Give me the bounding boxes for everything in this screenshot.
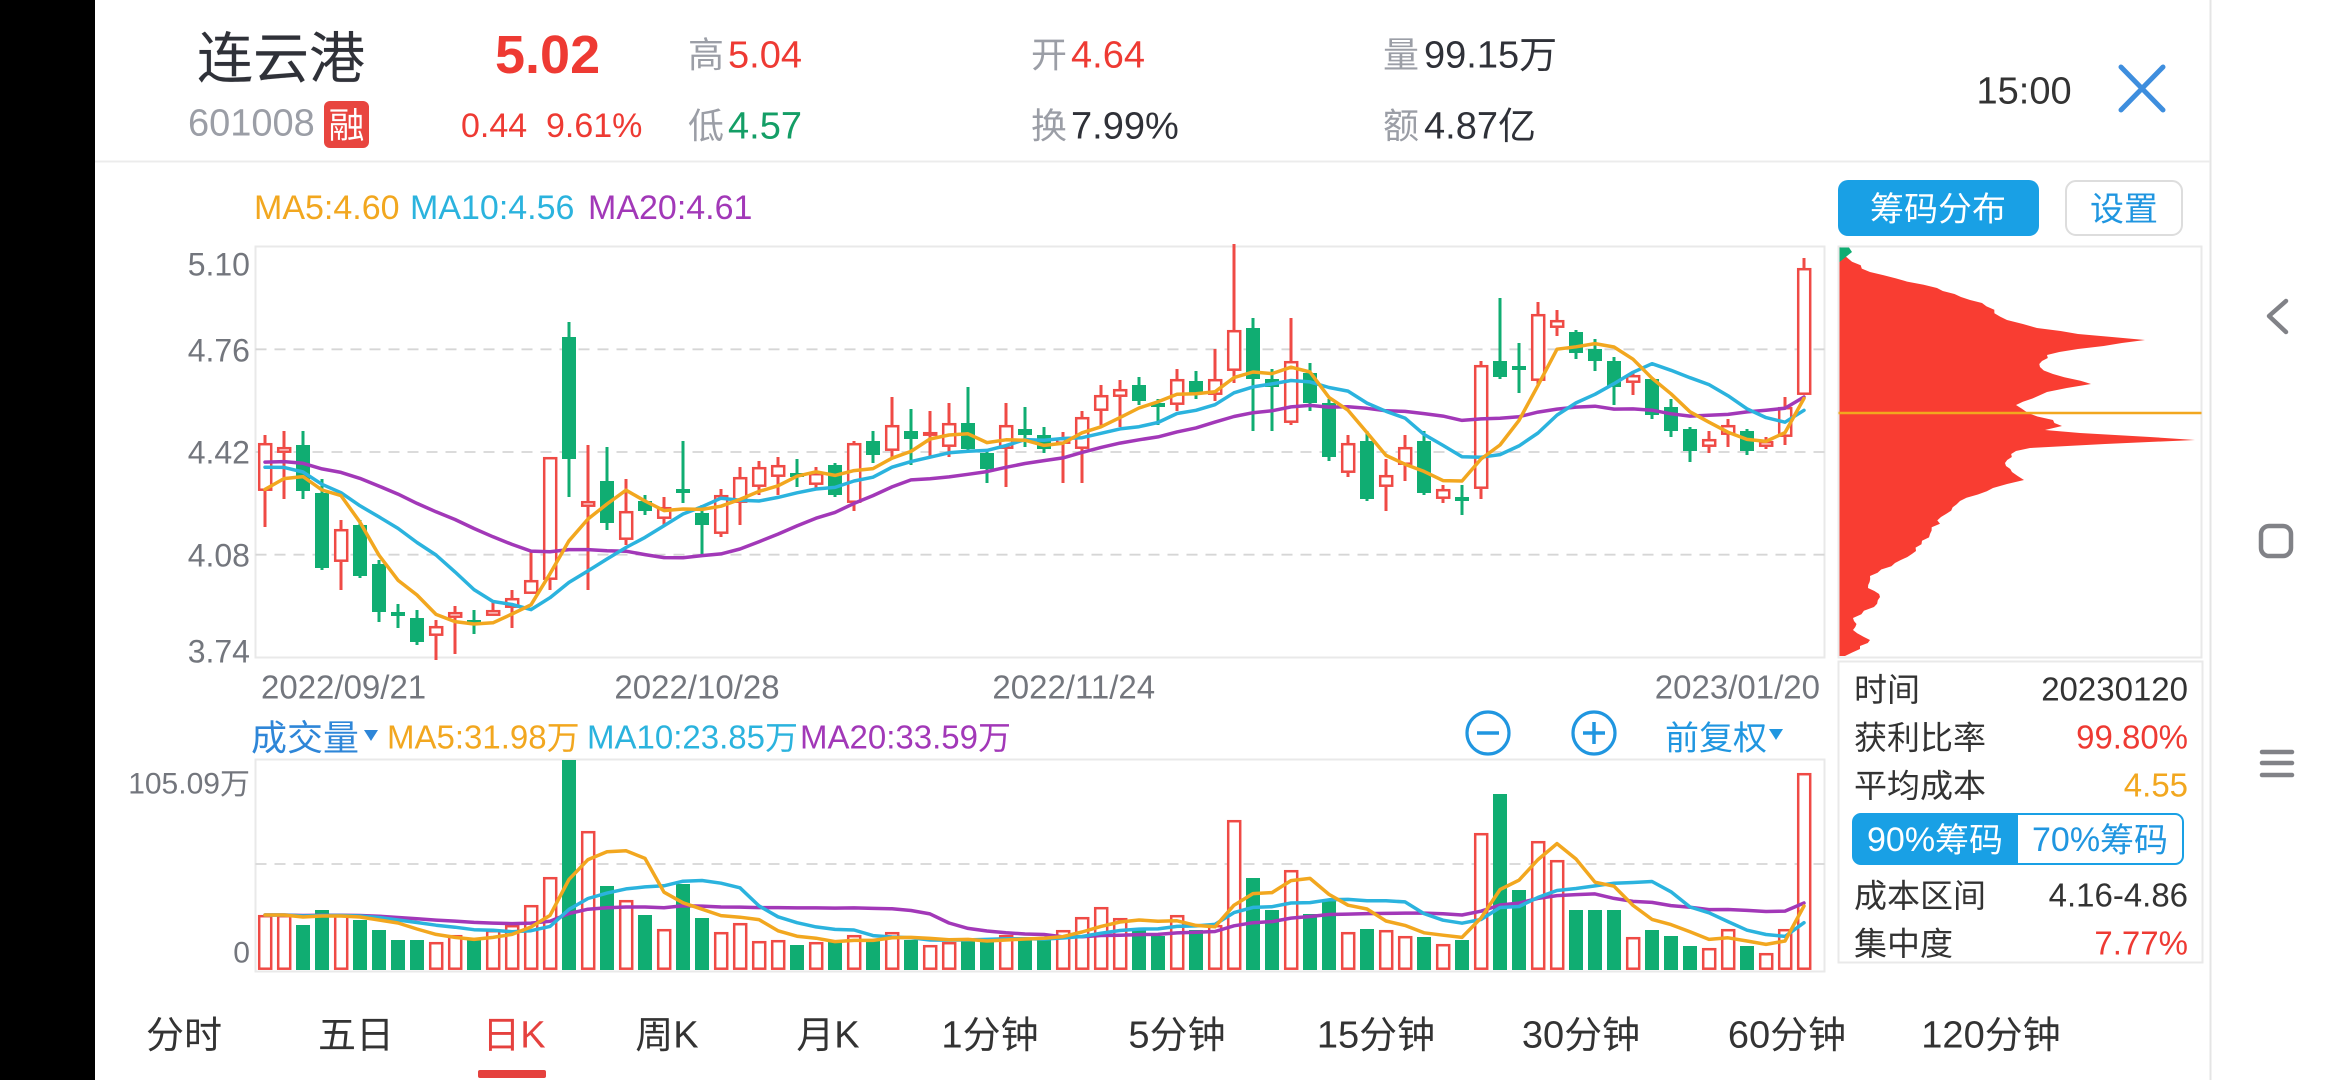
svg-text:9.61%: 9.61% [546, 107, 642, 145]
svg-text:90%: 90% [1867, 821, 1935, 859]
svg-text:K: K [673, 1015, 698, 1057]
svg-text:4.42: 4.42 [188, 434, 250, 470]
svg-text:20230120: 20230120 [2041, 671, 2188, 708]
svg-text:99.15: 99.15 [1424, 35, 1519, 77]
svg-text:MA20:4.61: MA20:4.61 [588, 189, 752, 227]
svg-text:4.08: 4.08 [188, 537, 250, 573]
svg-text:5.04: 5.04 [728, 35, 802, 77]
svg-text:MA10:4.56: MA10:4.56 [410, 189, 574, 227]
svg-text:5: 5 [1128, 1015, 1149, 1057]
svg-text:99.80%: 99.80% [2076, 719, 2188, 756]
svg-text:7.77%: 7.77% [2094, 925, 2188, 962]
svg-text:60: 60 [1728, 1015, 1770, 1057]
svg-text:5.02: 5.02 [495, 25, 600, 85]
svg-text:30: 30 [1522, 1015, 1564, 1057]
svg-text:2023/01/20: 2023/01/20 [1655, 669, 1820, 706]
svg-text:MA5:31.98: MA5:31.98 [387, 719, 547, 756]
svg-text:MA10:23.85: MA10:23.85 [587, 719, 765, 756]
svg-text:15: 15 [1317, 1015, 1359, 1057]
svg-text:5.10: 5.10 [188, 246, 250, 282]
svg-text:4.64: 4.64 [1071, 35, 1145, 77]
svg-text:K: K [520, 1015, 545, 1057]
svg-text:4.87: 4.87 [1424, 106, 1498, 148]
svg-text:MA20:33.59: MA20:33.59 [800, 719, 978, 756]
svg-text:1: 1 [941, 1015, 962, 1057]
svg-text:2022/09/21: 2022/09/21 [261, 669, 426, 706]
svg-text:4.76: 4.76 [188, 332, 250, 368]
svg-text:3.74: 3.74 [188, 633, 250, 669]
svg-text:0: 0 [233, 937, 250, 970]
svg-text:4.16-4.86: 4.16-4.86 [2049, 877, 2188, 914]
svg-text:4.55: 4.55 [2124, 767, 2188, 804]
svg-text:7.99%: 7.99% [1071, 106, 1179, 148]
svg-text:4.57: 4.57 [728, 106, 802, 148]
svg-text:15:00: 15:00 [1977, 71, 2072, 113]
svg-text:2022/10/28: 2022/10/28 [614, 669, 779, 706]
svg-text:120: 120 [1921, 1015, 1984, 1057]
svg-text:601008: 601008 [188, 103, 315, 145]
svg-text:0.44: 0.44 [461, 107, 527, 145]
svg-text:70%: 70% [2032, 821, 2100, 859]
svg-text:105.09: 105.09 [128, 768, 220, 801]
svg-text:K: K [834, 1015, 859, 1057]
svg-text:MA5:4.60: MA5:4.60 [254, 189, 400, 227]
svg-text:2022/11/24: 2022/11/24 [992, 669, 1155, 706]
